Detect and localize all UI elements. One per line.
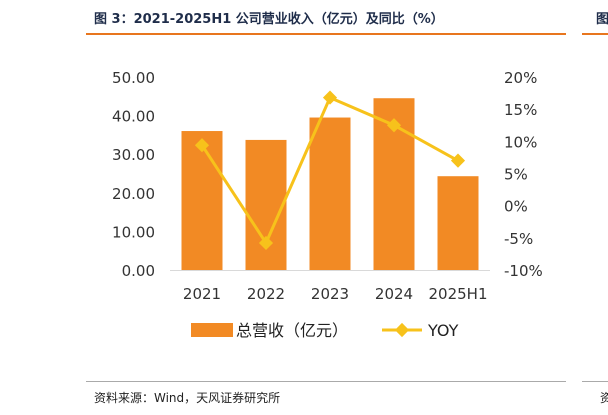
- yoy-point: [258, 235, 274, 251]
- right-axis-tick-label: -10%: [504, 262, 543, 280]
- right-axis-tick-label: 0%: [504, 198, 528, 216]
- yoy-point: [386, 118, 402, 133]
- x-axis-tick-label: 2021: [183, 285, 221, 303]
- x-axis-tick-label: 2025H1: [429, 285, 488, 303]
- revenue-bar: [181, 131, 223, 270]
- yoy-point: [322, 90, 338, 105]
- yoy-point: [450, 153, 466, 168]
- legend-bar-label: 总营收（亿元）: [236, 321, 348, 340]
- right-axis-tick-label: 20%: [504, 69, 537, 87]
- next-source-fragment: 资: [600, 391, 608, 405]
- left-axis-tick-label: 10.00: [112, 223, 155, 241]
- left-axis-tick-label: 0.00: [122, 262, 155, 280]
- next-figure-title-fragment: 图: [596, 12, 608, 27]
- left-axis-tick-label: 30.00: [112, 146, 155, 164]
- title-divider: [86, 33, 566, 35]
- x-axis-tick-label: 2022: [247, 285, 285, 303]
- left-axis-tick-label: 50.00: [112, 69, 155, 87]
- legend-line-marker: [394, 322, 410, 338]
- right-axis-tick-label: -5%: [504, 230, 533, 248]
- source-divider: [86, 381, 566, 382]
- legend-bar-swatch: [191, 323, 233, 337]
- right-axis-tick-label: 15%: [504, 101, 537, 119]
- revenue-bar: [309, 117, 351, 270]
- revenue-bar: [437, 176, 479, 270]
- x-axis-tick-label: 2024: [375, 285, 413, 303]
- next-figure-divider: [582, 33, 608, 35]
- figure-title: 图 3：2021-2025H1 公司营业收入（亿元）及同比（%）: [94, 12, 444, 27]
- x-axis-tick-label: 2023: [311, 285, 349, 303]
- yoy-point: [194, 138, 210, 153]
- right-axis-tick-label: 5%: [504, 166, 528, 184]
- source-note: 资料来源：Wind，天风证券研究所: [94, 391, 281, 405]
- right-axis-tick-label: 10%: [504, 133, 537, 151]
- left-axis-tick-label: 20.00: [112, 185, 155, 203]
- legend-line-label: YOY: [427, 321, 459, 340]
- left-axis-tick-label: 40.00: [112, 108, 155, 126]
- revenue-bar: [245, 139, 287, 270]
- next-source-divider: [582, 381, 608, 382]
